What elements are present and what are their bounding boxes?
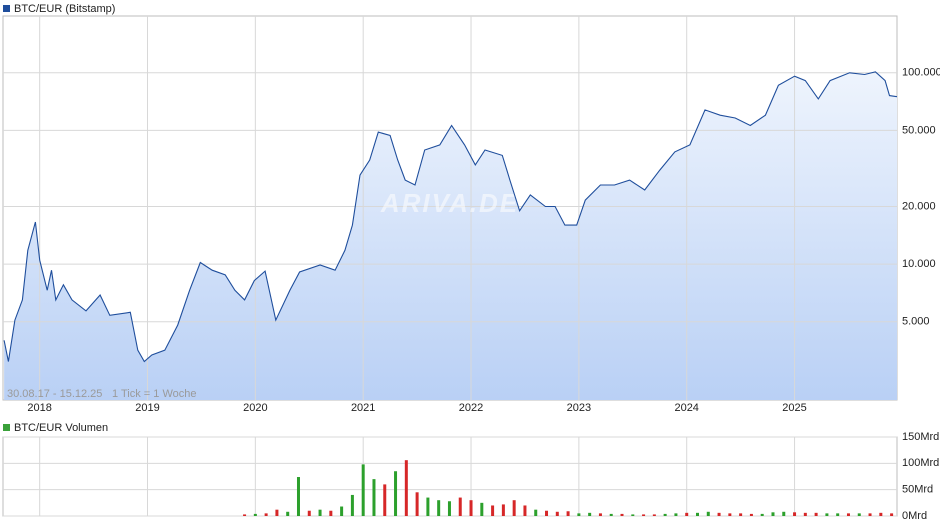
volume-bar	[577, 513, 581, 516]
volume-bar	[361, 464, 365, 516]
volume-bar	[415, 492, 419, 516]
volume-bar	[771, 512, 775, 516]
volume-bar	[846, 513, 850, 516]
x-tick-label: 2022	[459, 402, 483, 414]
volume-panel: 0Mrd 50Mrd 100Mrd 150Mrd	[2, 431, 939, 522]
legend-swatch	[3, 5, 10, 12]
volume-bar	[426, 497, 430, 516]
volume-bar	[545, 510, 549, 516]
volume-bar	[286, 511, 290, 516]
chart-title: BTC/EUR (Bitstamp)	[14, 3, 115, 15]
tick-note: 1 Tick = 1 Woche	[112, 388, 196, 400]
volume-bar	[296, 477, 300, 516]
volume-bar	[480, 502, 484, 516]
volume-bar	[534, 509, 538, 516]
x-tick-label: 2019	[135, 402, 159, 414]
volume-bar	[836, 513, 840, 516]
volume-bar	[793, 512, 797, 516]
volume-bar	[868, 513, 872, 516]
volume-bar	[739, 513, 743, 516]
volume-bar	[243, 514, 247, 516]
legend-swatch	[3, 424, 10, 431]
volume-bar	[318, 509, 322, 516]
date-range: 30.08.17 - 15.12.25	[7, 388, 102, 400]
volume-bar	[663, 513, 667, 516]
volume-bar	[598, 513, 602, 516]
volume-bar	[674, 513, 678, 516]
volume-bar	[566, 511, 570, 516]
y-tick-label: 50Mrd	[902, 484, 933, 496]
volume-bar	[609, 513, 613, 516]
volume-bar	[728, 513, 732, 516]
volume-bar	[307, 510, 311, 516]
volume-bar	[620, 513, 624, 516]
y-tick-label: 100Mrd	[902, 457, 939, 469]
volume-bar	[491, 505, 495, 516]
volume-bar	[275, 509, 279, 516]
volume-bar	[329, 510, 333, 516]
volume-bar	[372, 479, 376, 516]
volume-bar	[469, 500, 473, 516]
volume-bar	[437, 500, 441, 516]
x-tick-label: 2024	[674, 402, 698, 414]
volume-bar	[447, 501, 451, 516]
volume-bar	[760, 513, 764, 516]
volume-bar	[685, 512, 689, 516]
volume-bar	[512, 500, 516, 516]
y-tick-label: 10.000	[902, 258, 936, 270]
chart-title: BTC/EUR Volumen	[14, 422, 108, 434]
volume-bar	[890, 513, 894, 516]
x-tick-label: 2025	[782, 402, 806, 414]
y-tick-label: 20.000	[902, 200, 936, 212]
volume-bar	[814, 512, 818, 516]
volume-bar	[695, 512, 699, 516]
volume-bar	[458, 497, 462, 516]
volume-bar	[749, 513, 753, 516]
y-tick-label: 0Mrd	[902, 510, 927, 522]
volume-bar	[588, 512, 592, 516]
volume-bar	[394, 471, 398, 516]
price-panel: 5.000 10.000 20.000 50.000 100.000 2018 2019 20…	[2, 15, 940, 414]
x-tick-label: 2023	[567, 402, 591, 414]
volume-bar	[857, 513, 861, 516]
volume-bar	[879, 512, 883, 516]
volume-bar	[803, 512, 807, 516]
volume-bar	[782, 511, 786, 516]
x-tick-label: 2020	[243, 402, 267, 414]
volume-bar	[642, 514, 646, 516]
volume-bar	[501, 504, 505, 516]
volume-bar	[555, 511, 559, 516]
x-tick-label: 2021	[351, 402, 375, 414]
volume-bar	[383, 484, 387, 516]
watermark: ARIVA.DE	[380, 188, 519, 218]
y-tick-label: 5.000	[902, 316, 930, 328]
volume-bar	[404, 460, 408, 516]
volume-bar	[706, 511, 710, 516]
volume-bar	[825, 513, 829, 516]
volume-bar	[523, 505, 527, 516]
volume-bar	[631, 514, 635, 516]
volume-bar	[350, 494, 354, 516]
y-tick-label: 100.000	[902, 67, 940, 79]
volume-bar	[264, 513, 268, 516]
volume-bar	[717, 512, 721, 516]
price-line	[3, 71, 898, 363]
volume-bar	[253, 513, 257, 516]
x-tick-label: 2018	[27, 402, 51, 414]
volume-bar	[340, 506, 344, 516]
y-tick-label: 150Mrd	[902, 431, 939, 443]
volume-bar	[652, 514, 656, 516]
y-tick-label: 50.000	[902, 124, 936, 136]
